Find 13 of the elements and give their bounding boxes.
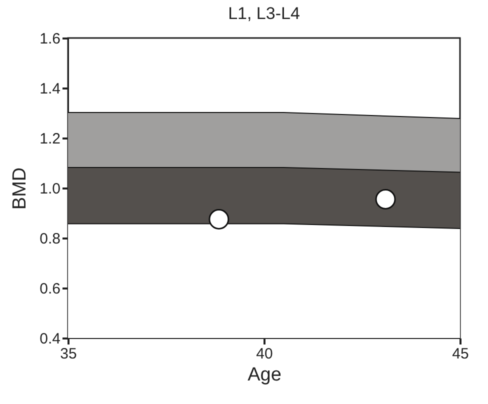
y-tick-label: 0.6: [40, 280, 60, 298]
x-axis-title: Age: [248, 364, 282, 386]
y-tick-label: 1.6: [40, 30, 60, 48]
y-tick-label: 1.4: [40, 80, 60, 98]
x-tick-label: 45: [452, 346, 469, 362]
x-tick-label: 35: [60, 346, 77, 362]
y-tick-label: 1.2: [40, 130, 60, 148]
y-tick-label: 0.4: [40, 330, 60, 348]
chart-title: L1, L3-L4: [228, 4, 300, 23]
x-tick-label: 40: [256, 346, 273, 362]
y-tick-label: 0.8: [40, 230, 60, 248]
y-axis-title: BMD: [10, 167, 31, 210]
y-tick-label: 1.0: [40, 180, 60, 198]
